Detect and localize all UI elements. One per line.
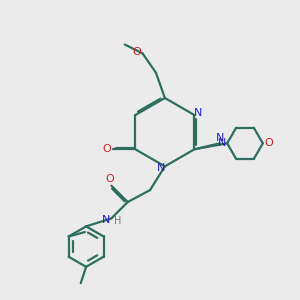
Text: N: N [102,215,110,225]
Text: O: O [102,144,111,154]
Text: O: O [264,138,273,148]
Text: N: N [218,138,226,148]
Text: O: O [106,174,114,184]
Text: N: N [157,163,165,173]
Text: N: N [215,133,224,143]
Text: N: N [194,108,202,118]
Text: H: H [114,216,122,226]
Text: O: O [132,47,141,57]
